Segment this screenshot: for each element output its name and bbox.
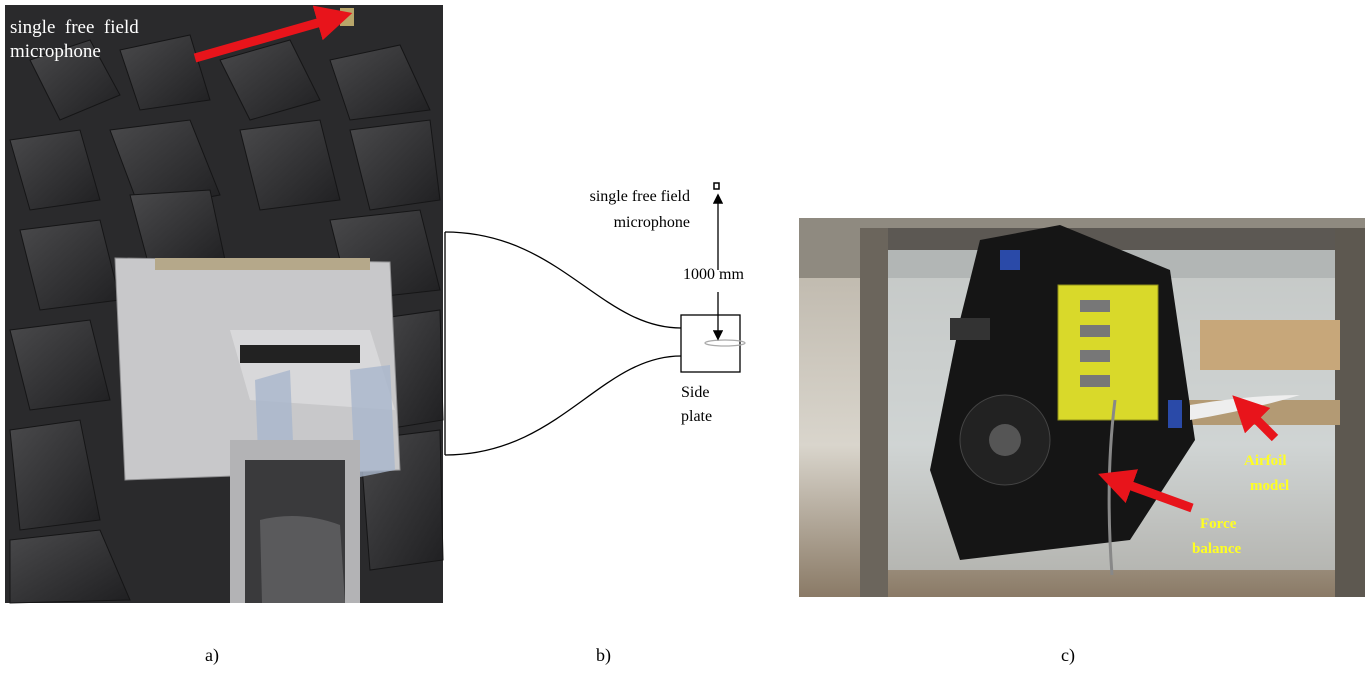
photo-a: single free field microphone: [5, 5, 443, 603]
balance-label: Force: [1200, 516, 1237, 532]
plate-label: Side: [681, 384, 709, 401]
panel-label: b): [596, 645, 611, 666]
panel-label: a): [205, 645, 219, 666]
airfoil-label: model: [1250, 478, 1289, 494]
microphone-label: single free field: [590, 188, 690, 205]
diagram-labels: single free field microphone 1000 mm Sid…: [590, 188, 745, 425]
microphone-label: microphone: [614, 214, 690, 231]
plate-label: plate: [681, 408, 712, 425]
distance-label: 1000 mm: [683, 266, 744, 283]
figure: single free field microphone single free…: [0, 0, 1369, 677]
airfoil-label: Airfoil: [1244, 453, 1287, 469]
balance-label: balance: [1192, 541, 1242, 557]
panel-label: c): [1061, 645, 1075, 666]
microphone-annotation: single free field: [10, 17, 139, 38]
microphone-annotation: microphone: [10, 41, 101, 62]
photo-c: Airfoil model Force balance: [799, 218, 1365, 597]
